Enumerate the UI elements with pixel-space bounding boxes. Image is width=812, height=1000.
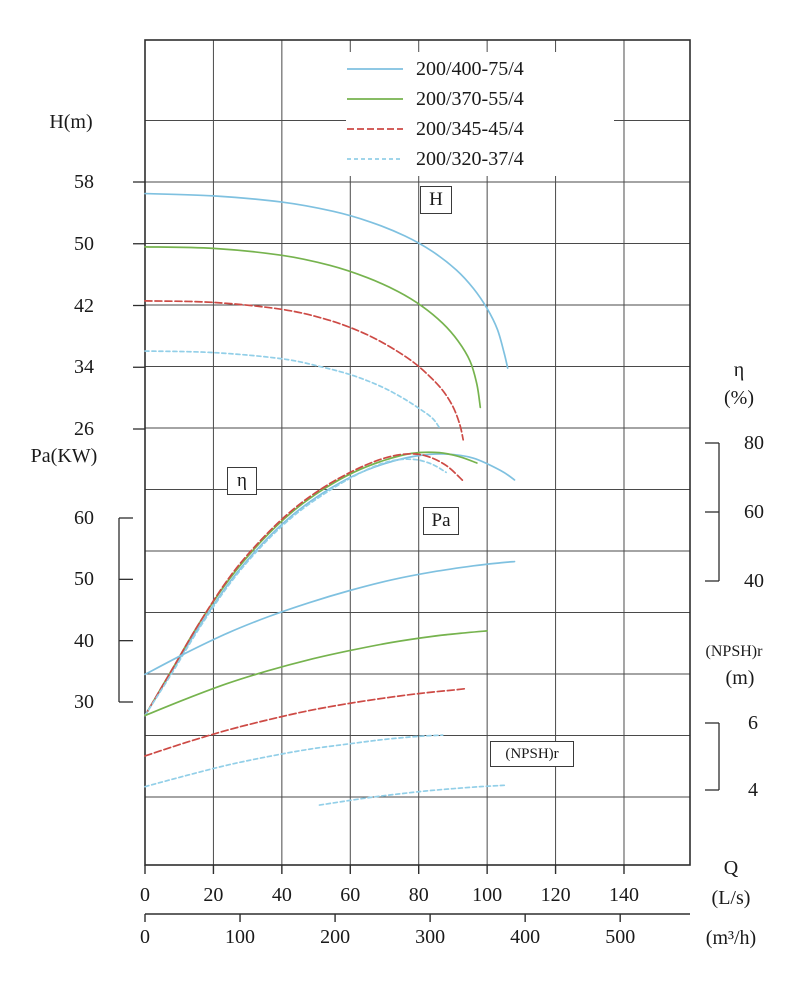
curve-power-200-345-45-4 bbox=[144, 687, 468, 757]
efficiency-axis-unit: (%) bbox=[724, 387, 754, 409]
x-tick-label-ls: 0 bbox=[140, 884, 150, 906]
legend-line-sample bbox=[347, 68, 403, 70]
curve-label-head: H bbox=[420, 186, 452, 214]
x-axis-unit-ls: (L/s) bbox=[711, 887, 751, 909]
curve-power-200-370-55-4 bbox=[144, 630, 488, 717]
legend-item: 200/400-75/4 bbox=[346, 54, 614, 84]
x-tick-label-ls: 80 bbox=[408, 884, 429, 906]
legend-label: 200/320-37/4 bbox=[416, 147, 524, 170]
power-tick-label: 50 bbox=[74, 568, 94, 591]
npsh-tick-label: 6 bbox=[748, 712, 758, 734]
npsh-axis-title: (NPSH)r bbox=[705, 643, 763, 660]
curve-npsh-r bbox=[318, 784, 506, 806]
x-tick-label-m3h: 0 bbox=[140, 926, 150, 948]
curve-efficiency-200-370-55-4 bbox=[144, 451, 478, 717]
curve-efficiency-200-345-45-4 bbox=[144, 452, 465, 717]
curve-power-200-320-37-4 bbox=[144, 734, 444, 788]
curve-power-200-400-75-4 bbox=[144, 560, 516, 676]
x-tick-label-m3h: 100 bbox=[225, 926, 256, 948]
legend-label: 200/400-75/4 bbox=[416, 57, 524, 80]
head-tick-label: 26 bbox=[74, 418, 94, 440]
curve-efficiency-200-400-75-4 bbox=[144, 453, 516, 717]
legend: 200/400-75/4 200/370-55/4 200/345-45/4 200/… bbox=[346, 52, 614, 176]
curve-head-200-370-55-4 bbox=[144, 245, 482, 409]
curve-efficiency-200-320-37-4 bbox=[144, 458, 447, 717]
curve-label-npsh: (NPSH)r bbox=[490, 741, 574, 767]
x-tick-label-m3h: 200 bbox=[320, 926, 351, 948]
legend-label: 200/345-45/4 bbox=[416, 117, 524, 140]
x-tick-label-ls: 60 bbox=[340, 884, 361, 906]
x-tick-label-m3h: 300 bbox=[415, 926, 446, 948]
x-tick-label-m3h: 500 bbox=[605, 926, 636, 948]
curve-label-efficiency: η bbox=[227, 467, 257, 495]
head-axis-title: H(m) bbox=[49, 111, 93, 133]
head-tick-label: 34 bbox=[74, 356, 94, 379]
efficiency-axis-title: η bbox=[733, 359, 745, 381]
legend-item: 200/320-37/4 bbox=[346, 144, 614, 174]
x-tick-label-ls: 120 bbox=[540, 884, 571, 906]
head-tick-label: 58 bbox=[74, 171, 94, 193]
power-axis-title: Pa(KW) bbox=[30, 445, 98, 467]
power-tick-label: 40 bbox=[74, 629, 94, 652]
legend-label: 200/370-55/4 bbox=[416, 87, 524, 110]
curve-head-200-345-45-4 bbox=[144, 300, 465, 441]
curve-head-200-320-37-4 bbox=[144, 350, 441, 429]
plot-border bbox=[144, 39, 691, 866]
legend-line-sample bbox=[347, 128, 403, 130]
legend-item: 200/370-55/4 bbox=[346, 84, 614, 114]
efficiency-tick-label: 40 bbox=[744, 570, 764, 592]
x-axis-title: Q bbox=[723, 857, 739, 879]
head-tick-label: 42 bbox=[74, 294, 94, 317]
head-tick-label: 50 bbox=[74, 232, 94, 255]
curve-head-200-400-75-4 bbox=[144, 192, 509, 369]
curve-label-power: Pa bbox=[423, 507, 459, 535]
x-tick-label-ls: 20 bbox=[203, 884, 224, 906]
npsh-axis-unit: (m) bbox=[725, 667, 755, 689]
legend-line-sample bbox=[347, 158, 403, 160]
npsh-tick-label: 4 bbox=[748, 779, 758, 801]
legend-line-sample bbox=[347, 98, 403, 100]
x-tick-label-ls: 40 bbox=[271, 884, 292, 906]
x-tick-label-ls: 100 bbox=[472, 884, 503, 906]
efficiency-tick-label: 60 bbox=[744, 501, 764, 523]
x-tick-label-m3h: 400 bbox=[510, 926, 541, 948]
power-tick-label: 60 bbox=[74, 507, 94, 529]
efficiency-tick-label: 80 bbox=[744, 432, 764, 454]
x-axis-unit-m3h: (m³/h) bbox=[705, 927, 757, 949]
power-tick-label: 30 bbox=[74, 691, 94, 713]
x-tick-label-ls: 140 bbox=[608, 884, 639, 906]
legend-item: 200/345-45/4 bbox=[346, 114, 614, 144]
